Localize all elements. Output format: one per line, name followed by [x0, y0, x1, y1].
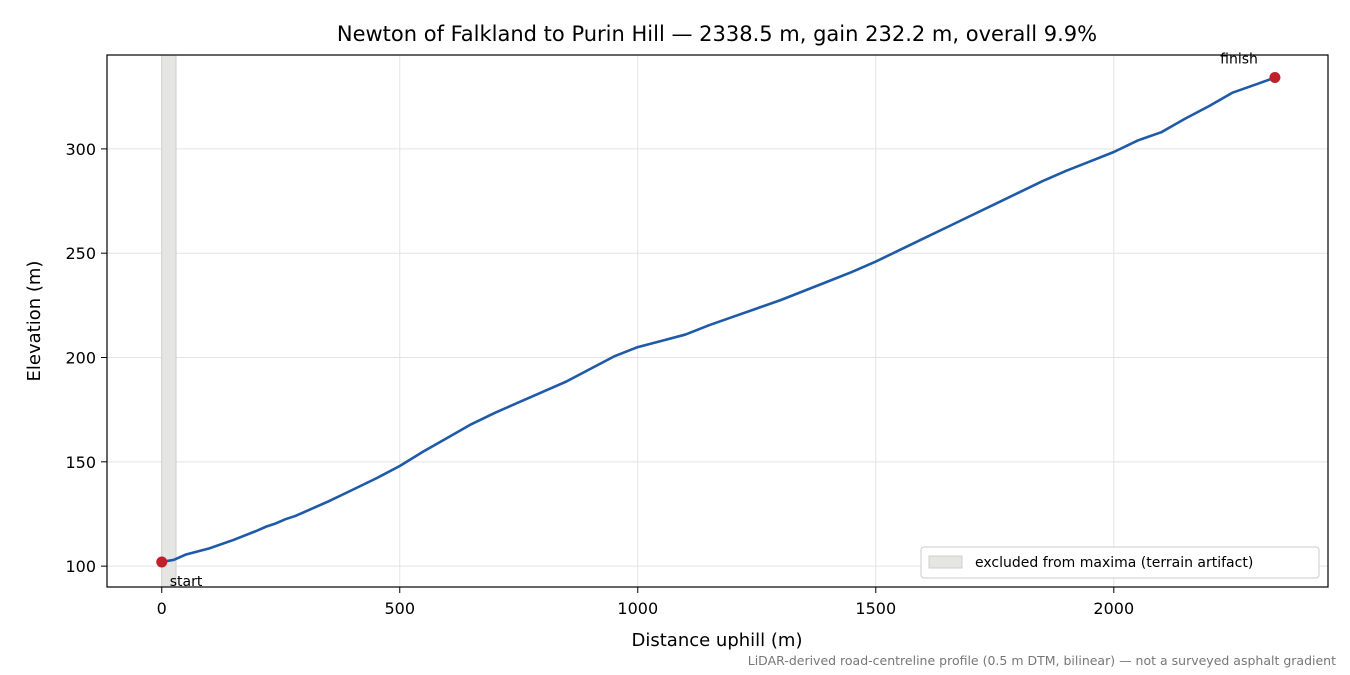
- y-tick-label: 250: [65, 244, 96, 263]
- legend-box: [920, 546, 1320, 579]
- x-tick-label: 2000: [1093, 599, 1134, 618]
- x-axis-label: Distance uphill (m): [632, 630, 803, 651]
- y-tick-label: 200: [65, 349, 96, 368]
- x-tick-label: 500: [384, 599, 415, 618]
- start-marker: [156, 556, 168, 568]
- chart-title: Newton of Falkland to Purin Hill — 2338.…: [337, 22, 1097, 46]
- footnote: LiDAR-derived road-centreline profile (0…: [748, 653, 1336, 668]
- x-tick-label: 0: [157, 599, 167, 618]
- finish-label: finish: [1220, 52, 1258, 68]
- excluded-region: [161, 54, 177, 588]
- x-axis-ticks: 0 500 1000 1500 2000: [157, 587, 1134, 618]
- y-axis-label: Elevation (m): [24, 261, 45, 382]
- grid-lines: [107, 55, 1328, 587]
- x-tick-label: 1500: [855, 599, 896, 618]
- legend-swatch: [928, 555, 963, 569]
- legend: excluded from maxima (terrain artifact): [920, 546, 1320, 579]
- y-tick-label: 100: [65, 557, 96, 576]
- start-label: start: [170, 574, 203, 590]
- y-axis-ticks: 100 150 200 250 300: [65, 140, 107, 576]
- elevation-line: [161, 76, 1276, 564]
- y-tick-label: 300: [65, 140, 96, 159]
- finish-marker: [1269, 72, 1281, 84]
- legend-label: excluded from maxima (terrain artifact): [975, 555, 1253, 571]
- plot-frame: [106, 54, 1329, 588]
- y-tick-label: 150: [65, 453, 96, 472]
- x-tick-label: 1000: [617, 599, 658, 618]
